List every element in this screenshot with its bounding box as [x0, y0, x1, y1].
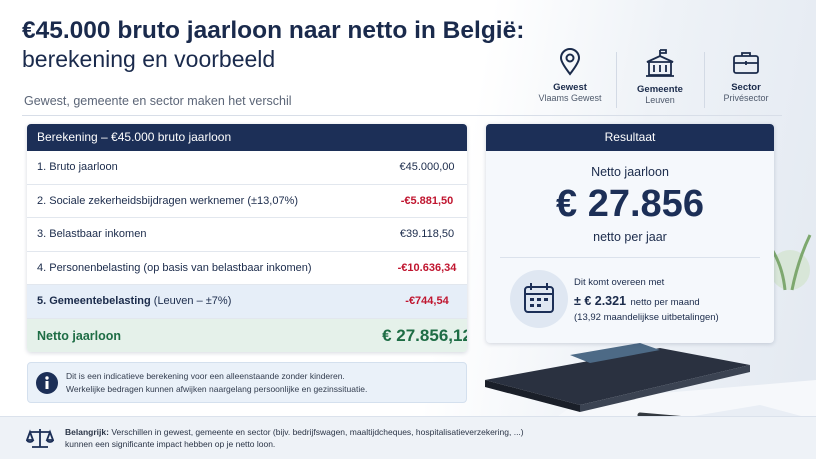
subtitle: Gewest, gemeente en sector maken het ver…	[24, 94, 292, 108]
monthly-unit: netto per maand	[630, 297, 700, 308]
footer-line: Belangrijk: Verschillen in gewest, gemee…	[65, 427, 524, 437]
row-label: 5. Gemeentebelasting	[37, 295, 151, 307]
title: €45.000 bruto jaarloon naar netto in Bel…	[22, 17, 525, 44]
scale-icon	[26, 429, 54, 448]
row-label: 3. Belastbaar inkomen	[37, 228, 147, 240]
monthly-line: ± € 2.321 netto per maand	[574, 292, 700, 310]
info-icon	[36, 372, 58, 394]
row-note: (Leuven – ±7%)	[153, 295, 232, 307]
row-value: -€5.881,50	[400, 194, 454, 207]
monthly-amount: ± € 2.321	[574, 294, 627, 308]
result-amount: € 27.856	[556, 183, 704, 225]
result-card: Resultaat Netto jaarloon € 27.856 netto …	[486, 124, 774, 343]
factor-value: Vlaams Gewest	[538, 93, 602, 103]
separator	[616, 52, 617, 108]
footer-line: kunnen een significante impact hebben op…	[65, 439, 276, 449]
factor-value: Privésector	[723, 93, 769, 103]
row-label-wrap: 5. Gemeentebelasting (Leuven – ±7%)	[37, 285, 231, 318]
info-line: Dit is een indicatieve berekening voor e…	[66, 371, 345, 381]
factor-label: Gewest	[553, 82, 587, 93]
pin-icon	[559, 48, 581, 76]
row-label: 2. Sociale zekerheidsbijdragen werknemer…	[37, 194, 299, 207]
table-row: 1. Bruto jaarloon €45.000,00	[27, 151, 467, 185]
divider	[22, 115, 782, 116]
briefcase-icon	[733, 52, 759, 74]
table-row: 5. Gemeentebelasting (Leuven – ±7%) -€744…	[27, 285, 467, 319]
row-value: -€744,54	[405, 295, 449, 307]
factor-value: Leuven	[645, 95, 675, 105]
factor: Gewest Vlaams Gewest	[528, 48, 612, 103]
separator	[704, 52, 705, 108]
townhall-icon	[646, 49, 674, 77]
table-row: 2. Sociale zekerheidsbijdragen werknemer…	[27, 185, 467, 218]
title-line2: berekening en voorbeeld	[22, 46, 276, 72]
divider	[500, 257, 760, 258]
total-row: Netto jaarloon € 27.856,12	[27, 318, 467, 352]
footer-text: Verschillen in gewest, gemeente en secto…	[111, 427, 524, 437]
table-row: 4. Personenbelasting (op basis van belas…	[27, 252, 467, 285]
row-label: 1. Bruto jaarloon	[37, 161, 118, 173]
monthly-note: (13,92 maandelijkse uitbetalingen)	[574, 312, 719, 323]
row-label: 4. Personenbelasting (op basis van belas…	[37, 261, 312, 274]
calculation-table: Berekening – €45.000 bruto jaarloon 1. B…	[27, 124, 467, 352]
table-header: Berekening – €45.000 bruto jaarloon	[27, 124, 467, 151]
monthly-intro: Dit komt overeen met	[574, 277, 665, 288]
result-unit: netto per jaar	[593, 230, 667, 244]
info-line: Werkelijke bedragen kunnen afwijken naar…	[66, 384, 368, 394]
footer: Belangrijk: Verschillen in gewest, gemee…	[0, 416, 816, 459]
table-row: 3. Belastbaar inkomen €39.118,50	[27, 218, 467, 252]
footer-label: Belangrijk:	[65, 427, 109, 437]
calendar-icon	[510, 270, 568, 328]
factor-label: Sector	[731, 82, 761, 93]
total-label: Netto jaarloon	[37, 328, 122, 343]
factor: Gemeente Leuven	[618, 48, 702, 105]
factor: Sector Privésector	[704, 48, 788, 103]
row-value: -€10.636,34	[397, 261, 457, 274]
total-value: € 27.856,12	[382, 325, 467, 345]
row-value: €39.118,50	[399, 228, 455, 240]
result-header: Resultaat	[486, 124, 774, 151]
result-label: Netto jaarloon	[591, 165, 669, 179]
row-value: €45.000,00	[399, 161, 455, 173]
info-box: Dit is een indicatieve berekening voor e…	[27, 362, 467, 403]
factor-label: Gemeente	[637, 84, 683, 95]
